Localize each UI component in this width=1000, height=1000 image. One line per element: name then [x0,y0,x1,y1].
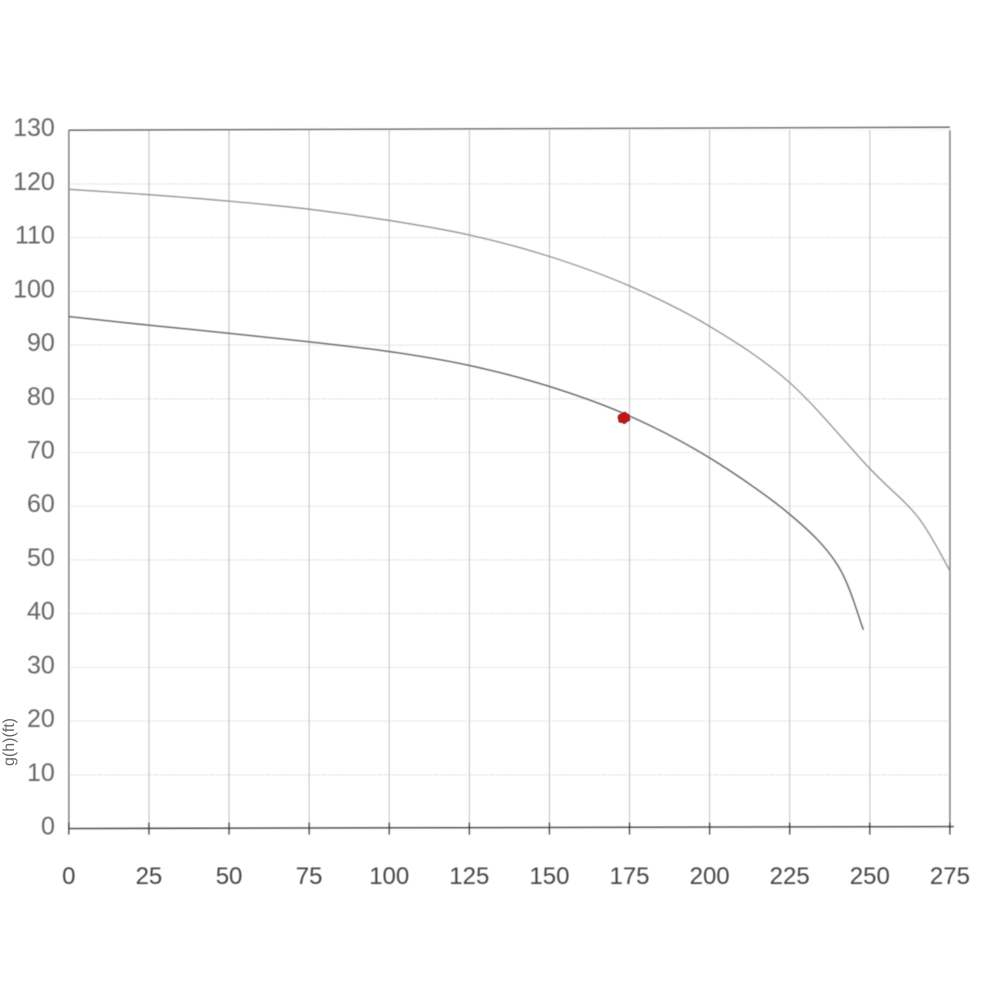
svg-text:130: 130 [13,114,55,142]
svg-text:150: 150 [529,863,569,890]
svg-text:0: 0 [62,863,75,890]
svg-text:225: 225 [770,863,810,890]
svg-text:100: 100 [13,275,55,303]
svg-text:90: 90 [27,329,55,357]
svg-text:25: 25 [136,863,163,890]
svg-text:20: 20 [27,705,55,733]
svg-text:250: 250 [850,863,890,890]
svg-text:80: 80 [27,383,55,411]
svg-text:125: 125 [449,863,489,890]
svg-text:60: 60 [27,490,55,518]
svg-text:275: 275 [930,863,970,890]
svg-text:40: 40 [27,598,55,626]
svg-text:120: 120 [13,168,55,196]
svg-text:10: 10 [27,759,55,787]
svg-text:70: 70 [27,437,55,465]
svg-text:30: 30 [27,651,55,679]
svg-text:50: 50 [27,544,55,572]
svg-text:100: 100 [369,863,409,890]
svg-text:g(h)(ft): g(h)(ft) [1,718,18,766]
svg-text:0: 0 [41,813,55,841]
svg-text:200: 200 [690,863,730,890]
svg-text:110: 110 [15,222,55,250]
svg-text:50: 50 [216,863,243,890]
svg-text:175: 175 [609,863,649,890]
svg-text:75: 75 [296,863,323,890]
